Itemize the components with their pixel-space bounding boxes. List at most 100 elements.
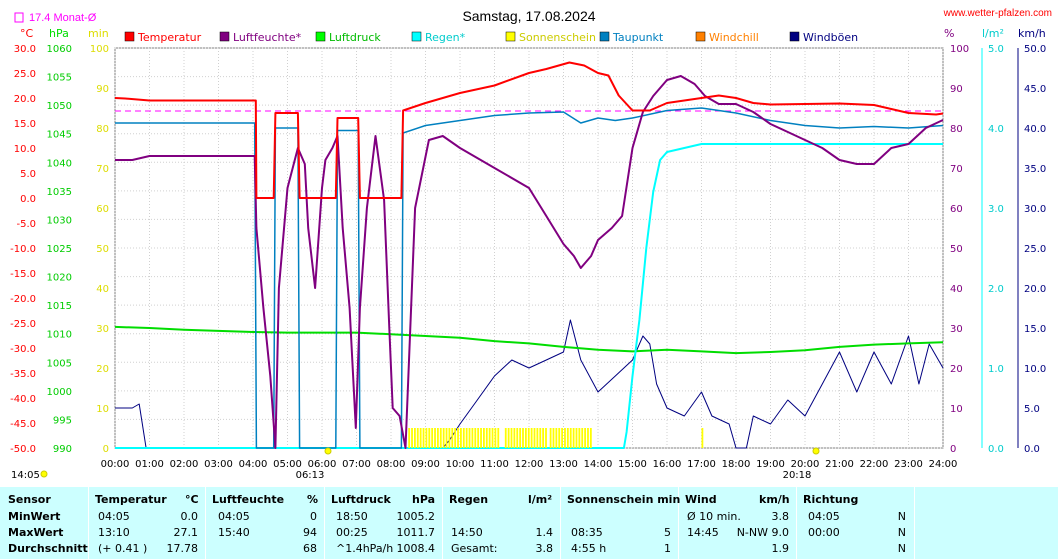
wind-tick-label: 30.0 xyxy=(1024,204,1046,215)
x-tick-label: 03:00 xyxy=(204,459,233,470)
unit-hpa: hPa xyxy=(49,27,69,40)
stats-durchschnitt-w-val: 1.9 xyxy=(771,542,790,555)
sunshine-bar xyxy=(497,428,500,448)
x-tick-label: 17:00 xyxy=(687,459,716,470)
stats-maxwert-ld-val: 1011.7 xyxy=(396,526,436,539)
wind-tick-label: 25.0 xyxy=(1024,244,1046,255)
stats-maxwert-lf-time: 15:40 xyxy=(218,526,250,539)
wind-tick-label: 5.0 xyxy=(1024,404,1040,415)
sunrise-icon xyxy=(324,447,332,455)
hpa-tick-label: 1040 xyxy=(47,158,72,169)
temp-tick-label: 15.0 xyxy=(14,119,36,130)
sunshine-bar xyxy=(536,428,539,448)
website-label[interactable]: www.wetter-pfalzen.com xyxy=(943,8,1052,19)
sunshine-bar xyxy=(411,428,413,448)
sunshine-bar xyxy=(519,428,522,448)
sunshine-bar xyxy=(701,428,704,448)
wind-tick-label: 20.0 xyxy=(1024,284,1046,295)
stats-maxwert-t-time: 13:10 xyxy=(98,526,130,539)
x-tick-label: 09:00 xyxy=(411,459,440,470)
sunshine-bar xyxy=(527,428,530,448)
sunshine-bar xyxy=(419,428,422,448)
rain-tick-label: 4.0 xyxy=(988,124,1004,135)
x-tick-label: 01:00 xyxy=(135,459,164,470)
x-tick-label: 10:00 xyxy=(446,459,475,470)
sunshine-bar xyxy=(533,428,536,448)
sunshine-bar xyxy=(471,428,474,448)
min-tick-label: 90 xyxy=(96,84,109,95)
hdr-temperatur: Temperatur xyxy=(95,493,167,506)
rain-tick-label: 1.0 xyxy=(988,364,1004,375)
min-tick-label: 100 xyxy=(90,44,109,55)
stats-durchschnitt-lf-val: 68 xyxy=(303,542,317,555)
legend-swatch xyxy=(411,31,422,42)
hpa-tick-label: 1025 xyxy=(47,244,72,255)
stats-maxwert-t-val: 27.1 xyxy=(173,526,199,539)
chart-legend: Temperatur Luftfeuchte* Luftdruck Regen* Son… xyxy=(124,31,858,44)
sunshine-bar xyxy=(572,428,575,448)
stats-maxwert-w-val: N-NW 9.0 xyxy=(736,526,789,539)
min-tick-label: 80 xyxy=(96,124,109,135)
stats-durchschnitt-t-time: (+ 0.41 ) xyxy=(98,542,148,555)
hpa-tick-label: 1035 xyxy=(47,187,72,198)
wind-tick-label: 0.0 xyxy=(1024,444,1040,455)
legend-label: Taupunkt xyxy=(612,31,664,44)
hpa-tick-label: 1020 xyxy=(47,273,72,284)
x-tick-label: 06:00 xyxy=(308,459,337,470)
sunset-label: 20:18 xyxy=(783,470,812,481)
corner-time: 14:05 xyxy=(11,470,40,481)
series-temperatur xyxy=(114,61,944,199)
hpa-tick-label: 1010 xyxy=(47,330,72,341)
sunshine-bar xyxy=(480,428,482,448)
temp-tick-label: -35.0 xyxy=(10,369,36,380)
stats-minwert-label: MinWert xyxy=(8,510,61,523)
sunshine-bar xyxy=(422,428,425,448)
hpa-tick-label: 1030 xyxy=(47,215,72,226)
x-tick-label: 24:00 xyxy=(929,459,958,470)
sunshine-bar xyxy=(457,428,459,448)
corner-sun-icon xyxy=(40,470,48,478)
sunshine-bar xyxy=(552,428,555,448)
pct-tick-label: 60 xyxy=(950,204,963,215)
series-windböen xyxy=(115,319,944,449)
legend-swatch xyxy=(505,31,516,42)
x-tick-label: 18:00 xyxy=(722,459,751,470)
x-tick-label: 23:00 xyxy=(894,459,923,470)
sunshine-bar xyxy=(516,428,519,448)
sunshine-bar xyxy=(513,428,516,448)
stats-durchschnitt-s-val: 1 xyxy=(664,542,671,555)
x-tick-label: 20:00 xyxy=(791,459,820,470)
hpa-tick-label: 1005 xyxy=(47,358,72,369)
pct-tick-label: 80 xyxy=(950,124,963,135)
temp-tick-label: -20.0 xyxy=(10,294,36,305)
pct-tick-label: 10 xyxy=(950,404,963,415)
temp-tick-label: -25.0 xyxy=(10,319,36,330)
sunshine-bar xyxy=(507,428,510,448)
sunshine-bar xyxy=(474,428,477,448)
sunshine-bar xyxy=(425,428,428,448)
unit-min: min xyxy=(88,27,109,40)
legend-swatch xyxy=(789,31,800,42)
temp-tick-label: -15.0 xyxy=(10,269,36,280)
sunshine-bar xyxy=(416,428,419,448)
stats-durchschnitt-s-time: 4:55 h xyxy=(571,542,607,555)
sunshine-bar xyxy=(408,428,411,448)
temp-tick-label: 25.0 xyxy=(14,69,36,80)
legend-swatch xyxy=(695,31,706,42)
x-tick-label: 08:00 xyxy=(377,459,406,470)
x-tick-label: 16:00 xyxy=(653,459,682,470)
pct-tick-label: 20 xyxy=(950,364,963,375)
unit-kmh: km/h xyxy=(1018,27,1046,40)
hdr-luftfeuchte: Luftfeuchte xyxy=(212,493,285,506)
sunshine-bar xyxy=(564,428,566,448)
unit-temp: °C xyxy=(20,27,34,40)
stats-minwert-t-time: 04:05 xyxy=(98,510,130,523)
weather-chart: Samstag, 17.08.2024 www.wetter-pfalzen.c… xyxy=(10,8,1052,481)
min-tick-label: 70 xyxy=(96,164,109,175)
stats-minwert-ld-val: 1005.2 xyxy=(396,510,436,523)
stats-maxwert-label: MaxWert xyxy=(8,526,64,539)
sunshine-bar xyxy=(431,428,434,448)
hpa-tick-label: 990 xyxy=(53,444,72,455)
stats-minwert-lf-val: 0 xyxy=(310,510,317,523)
legend-label: Sonnenschein xyxy=(519,31,596,44)
